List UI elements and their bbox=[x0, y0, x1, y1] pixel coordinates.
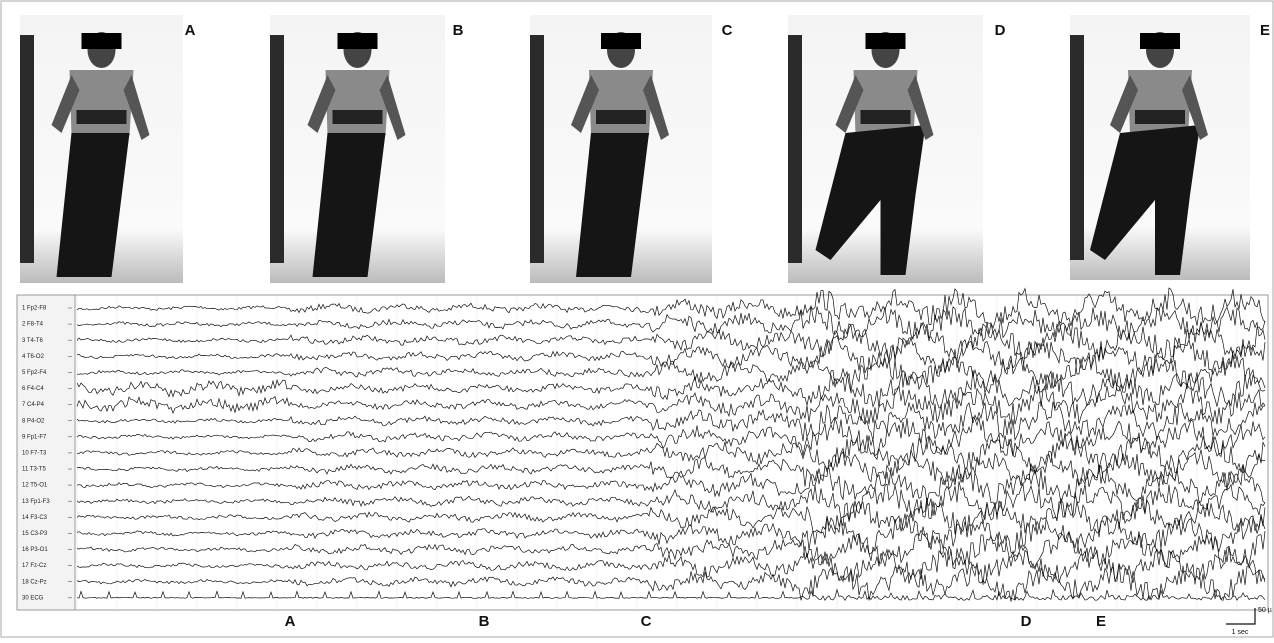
eeg-trace bbox=[76, 529, 1266, 570]
channel-label: 14 F3-C3 bbox=[22, 515, 48, 521]
torso bbox=[325, 70, 390, 135]
eeg-trace bbox=[76, 514, 1266, 555]
torso bbox=[589, 70, 653, 135]
photo: E bbox=[1070, 15, 1270, 280]
channel-label: 3 T4-T6 bbox=[22, 338, 44, 344]
channel-label: 15 C3-P3 bbox=[22, 531, 48, 537]
bed-rail bbox=[788, 35, 802, 263]
photo: B bbox=[270, 15, 464, 283]
arm bbox=[307, 75, 336, 133]
censor-bar bbox=[81, 33, 122, 49]
eeg-trace bbox=[76, 368, 1266, 409]
eeg-trace bbox=[76, 416, 1266, 458]
arm bbox=[835, 75, 864, 133]
eeg-frame bbox=[16, 294, 1269, 611]
eeg-trace bbox=[76, 351, 1266, 394]
legs bbox=[56, 133, 130, 277]
legs bbox=[312, 133, 386, 277]
channel-label: 7 C4-P4 bbox=[22, 402, 45, 408]
eeg-trace bbox=[76, 401, 1266, 442]
bed-rail bbox=[530, 35, 544, 263]
torso-pattern bbox=[76, 110, 127, 124]
eeg-footer: 50 µ 1 sec A B C D E bbox=[285, 607, 1272, 636]
channel-label: 5 Fp2-F4 bbox=[22, 370, 47, 376]
panel-label: C bbox=[722, 22, 733, 39]
torso-pattern bbox=[860, 110, 911, 124]
eeg-trace bbox=[76, 449, 1266, 490]
torso-pattern bbox=[596, 110, 646, 124]
eeg-trace bbox=[76, 544, 1266, 585]
panel-label: A bbox=[185, 22, 196, 39]
arm bbox=[379, 75, 406, 140]
eeg-trace bbox=[76, 335, 1266, 377]
channel-label: 17 Fz-Cz bbox=[22, 563, 46, 569]
panel-label: E bbox=[1260, 22, 1270, 39]
eeg-trace bbox=[76, 320, 1266, 361]
channel-label: 12 T5-O1 bbox=[22, 483, 48, 489]
bed-rail bbox=[270, 35, 284, 263]
channel-label: 9 Fp1-F7 bbox=[22, 434, 47, 440]
eeg-trace bbox=[76, 562, 1266, 602]
channel-column bbox=[16, 294, 76, 611]
arm bbox=[571, 75, 599, 133]
censor-bar bbox=[337, 33, 378, 49]
channel-label: 10 F7-T3 bbox=[22, 450, 47, 456]
arm bbox=[123, 75, 150, 140]
photo-row: A B C D E bbox=[20, 15, 1270, 283]
eeg-trace bbox=[76, 287, 1266, 330]
arm bbox=[907, 75, 934, 140]
eeg-trace bbox=[76, 588, 1266, 602]
arm bbox=[643, 75, 669, 140]
torso bbox=[1128, 70, 1192, 135]
panel-label: B bbox=[453, 22, 464, 39]
time-marker: E bbox=[1096, 613, 1106, 630]
channel-label: 2 F8-T4 bbox=[22, 322, 44, 328]
channel-label: 13 Fp1-F3 bbox=[22, 499, 50, 505]
time-marker: A bbox=[285, 613, 296, 630]
arm bbox=[1110, 75, 1138, 133]
time-marker: C bbox=[641, 613, 652, 630]
eeg-trace bbox=[76, 432, 1266, 475]
torso bbox=[853, 70, 918, 135]
channel-label: 4 T6-O2 bbox=[22, 354, 45, 360]
channel-label: 1 Fp2-F8 bbox=[22, 306, 47, 312]
censor-bar bbox=[1140, 33, 1180, 49]
legs bbox=[1090, 125, 1200, 275]
bed-rail bbox=[1070, 35, 1084, 260]
torso bbox=[69, 70, 134, 135]
eeg-trace bbox=[76, 497, 1266, 538]
censor-bar bbox=[865, 33, 906, 49]
scale-bar bbox=[1226, 608, 1256, 625]
legs bbox=[815, 125, 926, 275]
photo: D bbox=[788, 15, 1006, 283]
eeg-panel: 1 Fp2-F8 2 F8-T4 3 T4-T6 4 T6-O2 5 Fp2-F4 6 F… bbox=[16, 287, 1269, 611]
channel-label: 30 ECG bbox=[22, 595, 44, 601]
time-marker: D bbox=[1021, 613, 1032, 630]
photo: A bbox=[20, 15, 196, 283]
eeg-trace bbox=[76, 305, 1266, 345]
torso-pattern bbox=[1135, 110, 1185, 124]
torso-pattern bbox=[332, 110, 383, 124]
channel-label: 6 F4-C4 bbox=[22, 386, 44, 392]
time-marker: B bbox=[479, 613, 490, 630]
arm bbox=[1182, 75, 1208, 140]
panel-label: D bbox=[995, 22, 1006, 39]
censor-bar bbox=[601, 33, 641, 49]
scale-amplitude: 50 µ bbox=[1258, 607, 1272, 614]
channel-label: 11 T3-T5 bbox=[22, 467, 46, 473]
eeg-trace bbox=[76, 383, 1266, 425]
channel-label: 16 P3-O1 bbox=[22, 547, 48, 553]
legs bbox=[576, 133, 649, 277]
arm bbox=[51, 75, 80, 133]
eeg-trace bbox=[76, 464, 1266, 506]
photo: C bbox=[530, 15, 733, 283]
channel-label: 8 P4-O2 bbox=[22, 418, 45, 424]
bed-rail bbox=[20, 35, 34, 263]
scale-time: 1 sec bbox=[1232, 629, 1249, 636]
channel-label: 18 Cz-Pz bbox=[22, 579, 47, 585]
